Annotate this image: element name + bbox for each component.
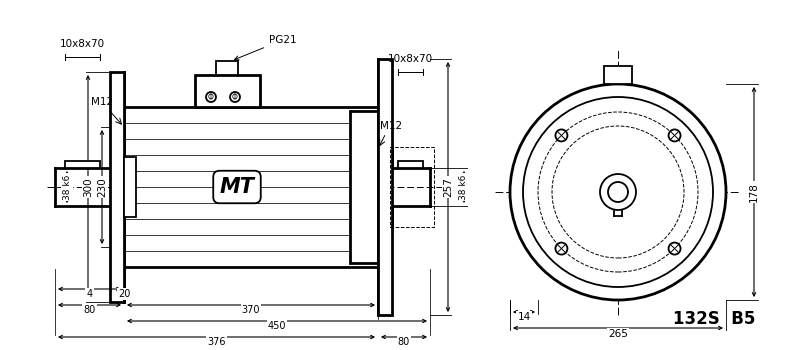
Circle shape xyxy=(206,92,216,102)
Bar xyxy=(378,59,392,315)
Circle shape xyxy=(230,92,240,102)
Text: 300: 300 xyxy=(83,177,93,197)
Text: 450: 450 xyxy=(268,321,286,331)
Circle shape xyxy=(555,130,567,141)
Circle shape xyxy=(608,182,628,202)
Text: Φ: Φ xyxy=(232,92,238,102)
Text: 265: 265 xyxy=(608,329,628,339)
Circle shape xyxy=(510,84,726,300)
Text: 376: 376 xyxy=(207,337,226,347)
Text: M12: M12 xyxy=(380,121,402,131)
Bar xyxy=(124,107,378,267)
Text: PG21: PG21 xyxy=(234,35,297,60)
Text: 10x8x70: 10x8x70 xyxy=(60,39,105,49)
Text: 178: 178 xyxy=(749,182,759,202)
Text: 257: 257 xyxy=(443,177,453,197)
Text: 132S  B5: 132S B5 xyxy=(673,310,755,328)
Bar xyxy=(110,72,124,302)
Bar xyxy=(65,161,100,168)
Text: 10x8x70: 10x8x70 xyxy=(388,54,433,64)
Text: MT: MT xyxy=(219,177,254,197)
Bar xyxy=(604,66,632,84)
Text: Φ: Φ xyxy=(208,92,214,102)
Bar xyxy=(216,61,238,75)
Circle shape xyxy=(669,243,681,254)
Text: 14: 14 xyxy=(518,312,530,322)
Text: 80: 80 xyxy=(398,337,410,347)
Text: 80: 80 xyxy=(83,305,96,315)
Text: 370: 370 xyxy=(242,305,260,315)
Text: 38 k6: 38 k6 xyxy=(62,174,71,200)
Bar xyxy=(350,111,378,263)
Circle shape xyxy=(600,174,636,210)
Bar xyxy=(195,75,260,107)
Text: 4: 4 xyxy=(86,289,93,299)
Text: 230: 230 xyxy=(97,177,107,197)
Bar xyxy=(124,157,136,217)
Text: 20: 20 xyxy=(118,289,130,299)
Bar xyxy=(398,161,423,168)
Text: 38 k6: 38 k6 xyxy=(459,174,469,200)
Circle shape xyxy=(555,243,567,254)
Text: M12: M12 xyxy=(91,97,113,107)
Circle shape xyxy=(669,130,681,141)
Bar xyxy=(390,147,434,227)
